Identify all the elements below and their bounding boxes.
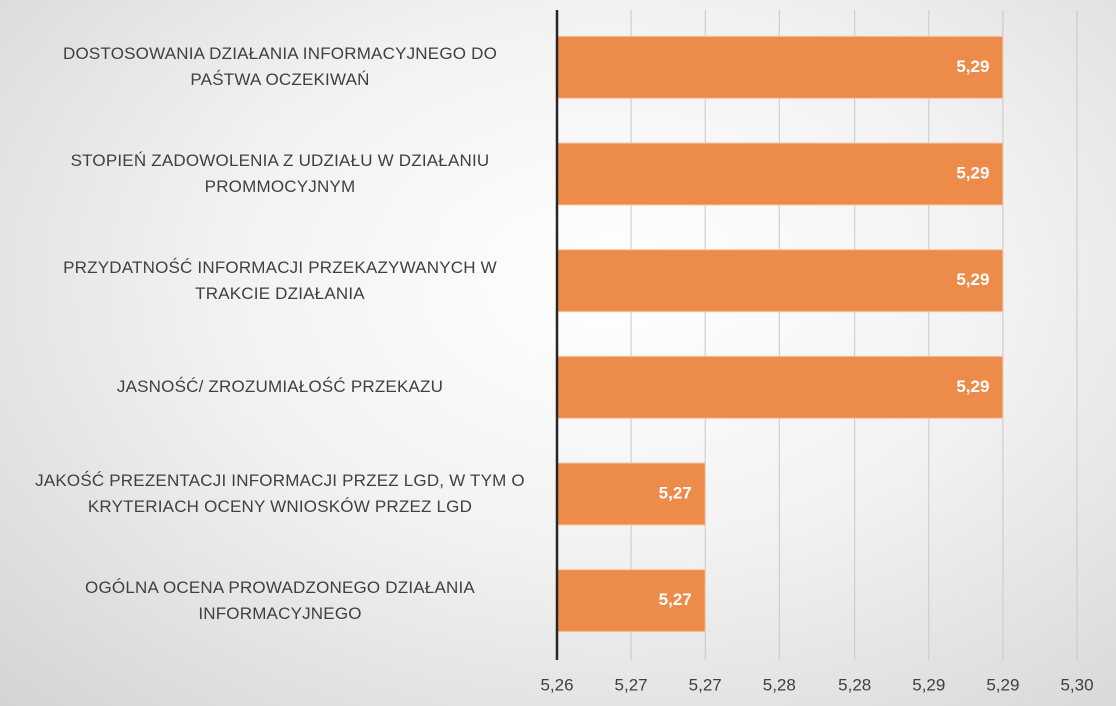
bar [556, 462, 706, 526]
x-tick-label: 5,29 [986, 675, 1019, 694]
category-label: PRZYDATNOŚĆ INFORMACJI PRZEKAZYWANYCH W … [63, 257, 497, 303]
x-tick-label: 5,30 [1060, 675, 1093, 694]
data-label: 5,29 [956, 163, 989, 182]
x-tick-label: 5,27 [689, 675, 722, 694]
data-label: 5,29 [956, 57, 989, 76]
data-label: 5,27 [659, 590, 692, 609]
category-label: STOPIEŃ ZADOWOLENIA Z UDZIAŁU W DZIAŁANI… [70, 151, 490, 196]
data-label: 5,29 [956, 270, 989, 289]
data-label: 5,27 [659, 483, 692, 502]
x-tick-label: 5,28 [763, 675, 796, 694]
category-label: JASNOŚĆ/ ZROZUMIAŁOŚĆ PRZEKAZU [116, 377, 444, 397]
bar [556, 569, 706, 633]
bar [556, 35, 1004, 99]
bar [556, 249, 1004, 313]
category-label: DOSTOSOWANIA DZIAŁANIA INFORMACYJNEGO DO… [62, 44, 497, 90]
category-label: JAKOŚĆ PREZENTACJI INFORMACJI PRZEZ LGD,… [35, 471, 525, 516]
x-tick-label: 5,29 [912, 675, 945, 694]
x-tick-label: 5,26 [540, 675, 573, 694]
bar [556, 355, 1004, 419]
category-label: OGÓLNA OCENA PROWADZONEGO DZIAŁANIA INFO… [85, 577, 475, 623]
x-tick-label: 5,27 [615, 675, 648, 694]
bar [556, 142, 1004, 206]
data-label: 5,29 [956, 377, 989, 396]
x-tick-label: 5,28 [838, 675, 871, 694]
